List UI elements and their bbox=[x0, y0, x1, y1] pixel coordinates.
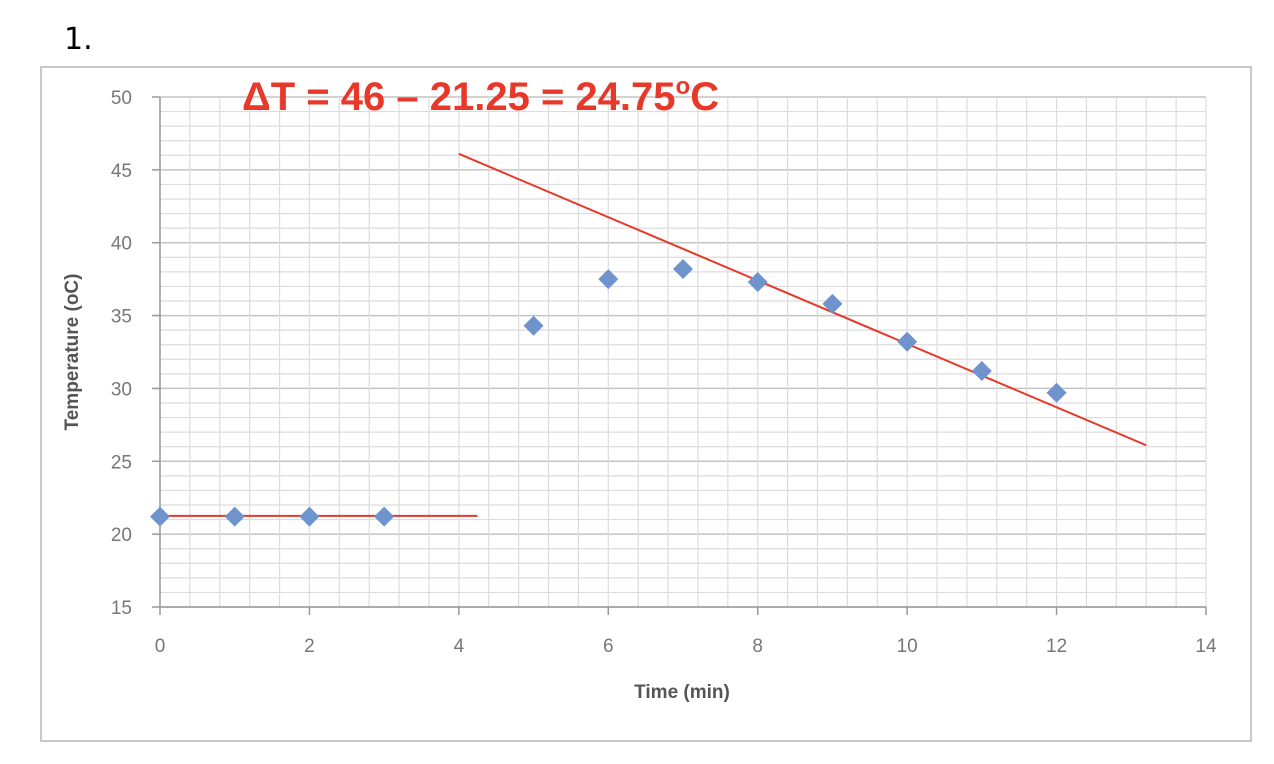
y-tick-label: 20 bbox=[111, 525, 132, 546]
x-tick-label: 2 bbox=[304, 636, 315, 657]
data-point bbox=[299, 506, 320, 527]
y-tick-label: 40 bbox=[111, 234, 132, 255]
x-tick-label: 0 bbox=[155, 636, 166, 657]
y-tick-label: 15 bbox=[111, 598, 132, 619]
data-point bbox=[224, 506, 245, 527]
chart-frame bbox=[40, 66, 1252, 742]
data-point bbox=[747, 272, 768, 293]
x-tick-label: 10 bbox=[897, 636, 918, 657]
data-point bbox=[897, 331, 918, 352]
x-axis-label: Time (min) bbox=[634, 682, 730, 703]
data-point bbox=[523, 315, 544, 336]
delta-t-annotation: ΔT = 46 – 21.25 = 24.75oC bbox=[242, 73, 719, 119]
axes bbox=[152, 96, 1207, 615]
x-tick-label: 4 bbox=[454, 636, 465, 657]
gridlines bbox=[159, 96, 1207, 608]
data-point bbox=[150, 506, 170, 527]
data-point bbox=[971, 360, 992, 381]
data-points bbox=[150, 258, 1067, 527]
data-point bbox=[374, 506, 395, 527]
x-tick-label: 14 bbox=[1195, 636, 1217, 657]
question-number: 1. bbox=[64, 22, 93, 57]
x-tick-label: 8 bbox=[752, 636, 763, 657]
y-axis-label: Temperature (oC) bbox=[62, 274, 83, 431]
x-tick-label: 6 bbox=[603, 636, 614, 657]
y-tick-label: 30 bbox=[111, 379, 132, 400]
y-tick-label: 35 bbox=[111, 307, 132, 328]
y-tick-label: 50 bbox=[111, 88, 132, 109]
y-tick-label: 25 bbox=[111, 452, 132, 473]
data-point bbox=[598, 269, 619, 290]
x-tick-label: 12 bbox=[1046, 636, 1067, 657]
annotation-line bbox=[458, 152, 1147, 447]
data-point bbox=[1046, 382, 1067, 403]
y-tick-label: 45 bbox=[111, 161, 132, 182]
tick-labels: 15 20 25 30 35 40 45 50 0 2 4 6 8 10 12 14 bbox=[111, 88, 1217, 657]
data-point bbox=[822, 293, 843, 314]
data-point bbox=[673, 258, 693, 279]
